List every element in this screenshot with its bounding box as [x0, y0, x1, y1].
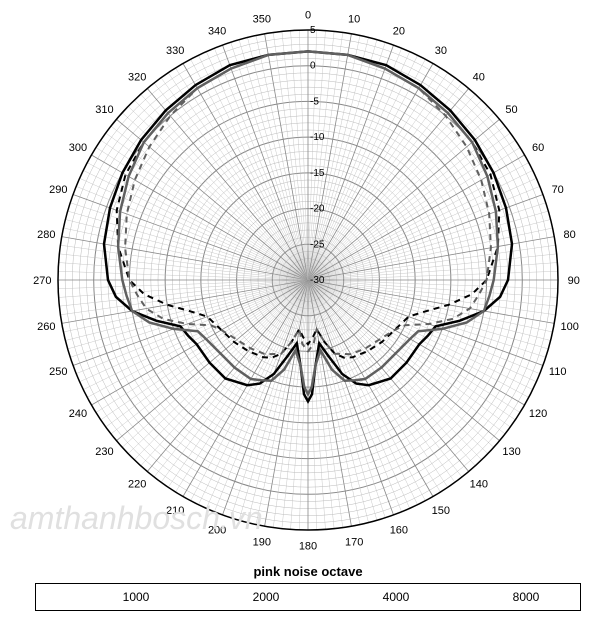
svg-text:210: 210 — [166, 505, 184, 517]
svg-text:230: 230 — [95, 446, 113, 458]
svg-text:50: 50 — [505, 104, 517, 116]
svg-text:60: 60 — [532, 142, 544, 154]
svg-text:10: 10 — [348, 13, 360, 25]
svg-text:260: 260 — [37, 321, 55, 333]
svg-text:70: 70 — [552, 184, 564, 196]
legend-item: 1000 — [77, 590, 150, 604]
polar-chart-svg: 0102030405060708090100110120130140150160… — [0, 0, 616, 560]
svg-text:340: 340 — [208, 25, 226, 37]
svg-text:-5: -5 — [310, 96, 319, 107]
svg-text:280: 280 — [37, 229, 55, 241]
svg-text:0: 0 — [305, 9, 311, 21]
svg-text:350: 350 — [253, 13, 271, 25]
svg-text:200: 200 — [208, 525, 226, 537]
legend-label: 4000 — [383, 590, 410, 604]
svg-text:320: 320 — [128, 71, 146, 83]
legend-box: 1000 2000 4000 8000 — [35, 583, 581, 611]
svg-text:190: 190 — [253, 537, 271, 549]
legend-item: 4000 — [337, 590, 410, 604]
svg-text:250: 250 — [49, 366, 67, 378]
svg-text:40: 40 — [473, 71, 485, 83]
svg-text:-20: -20 — [310, 204, 325, 215]
svg-text:-15: -15 — [310, 168, 325, 179]
svg-text:300: 300 — [69, 142, 87, 154]
svg-text:130: 130 — [502, 446, 520, 458]
svg-text:-30: -30 — [310, 275, 325, 286]
svg-text:5: 5 — [310, 25, 316, 36]
svg-text:20: 20 — [393, 25, 405, 37]
svg-text:140: 140 — [470, 479, 488, 491]
svg-text:-10: -10 — [310, 132, 325, 143]
chart-caption: pink noise octave — [0, 564, 616, 579]
legend-label: 2000 — [253, 590, 280, 604]
svg-text:290: 290 — [49, 184, 67, 196]
svg-text:240: 240 — [69, 408, 87, 420]
svg-text:100: 100 — [560, 321, 578, 333]
svg-text:150: 150 — [432, 505, 450, 517]
svg-text:220: 220 — [128, 479, 146, 491]
svg-text:170: 170 — [345, 537, 363, 549]
svg-text:180: 180 — [299, 541, 317, 553]
legend-label: 1000 — [123, 590, 150, 604]
svg-text:110: 110 — [549, 366, 567, 378]
svg-text:330: 330 — [166, 45, 184, 57]
svg-text:120: 120 — [529, 408, 547, 420]
svg-text:80: 80 — [564, 229, 576, 241]
legend-item: 2000 — [207, 590, 280, 604]
legend-item: 8000 — [467, 590, 540, 604]
legend-label: 8000 — [513, 590, 540, 604]
svg-text:-25: -25 — [310, 239, 325, 250]
svg-text:310: 310 — [95, 104, 113, 116]
svg-text:160: 160 — [390, 525, 408, 537]
svg-text:0: 0 — [310, 61, 316, 72]
svg-text:270: 270 — [33, 275, 51, 287]
svg-text:30: 30 — [435, 45, 447, 57]
polar-chart-container: { "chart": { "type": "polar", "width": 6… — [0, 0, 616, 640]
svg-text:90: 90 — [568, 275, 580, 287]
